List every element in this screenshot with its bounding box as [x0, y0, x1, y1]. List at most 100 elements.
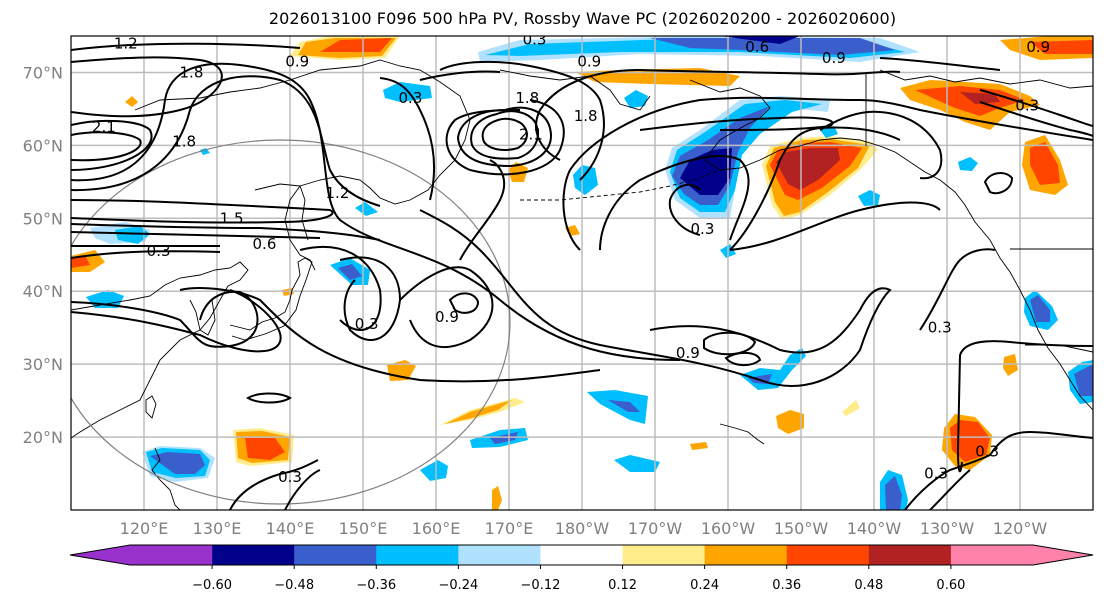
pv-contour — [419, 209, 892, 387]
coastline-arctic-canada — [879, 69, 1093, 89]
anomaly-positive-ne-corner-inner — [1030, 40, 1093, 54]
contour-label: 0.3 — [355, 315, 379, 333]
pv-contour — [456, 106, 552, 168]
pv-contours — [71, 42, 1093, 510]
pv-contour — [448, 292, 480, 314]
pv-contour — [668, 183, 701, 236]
colorbar-swatch — [294, 545, 377, 565]
contour-label: 0.3 — [975, 443, 999, 461]
longitude-label: 140°E — [266, 519, 315, 538]
colorbar-swatch — [212, 545, 295, 565]
colorbar-tick-label: 0.60 — [936, 578, 965, 593]
anomaly-positive-epac-small — [1003, 354, 1018, 376]
latitude-label: 60°N — [23, 136, 63, 155]
anomaly-positive-canada-deep — [960, 92, 1000, 104]
map-title: 2026013100 F096 500 hPa PV, Rossby Wave … — [268, 9, 897, 28]
colorbar-extend-max — [950, 545, 1093, 565]
pv-contour — [459, 159, 506, 261]
pv-contour — [879, 57, 1001, 71]
anomaly-small-5 — [624, 90, 648, 108]
coastline-chukotka — [499, 69, 651, 111]
contour-label: 0.3 — [278, 468, 302, 486]
coastline-alaska-panhandle — [879, 145, 1093, 411]
coastline-asia-north — [134, 59, 471, 121]
pv-contour — [71, 75, 381, 207]
anomaly-small-10 — [200, 148, 210, 155]
contour-label: 0.9 — [577, 53, 601, 71]
pv-contour — [599, 155, 750, 251]
colorbar-tick-label: −0.12 — [521, 578, 561, 593]
contour-label: 0.6 — [253, 235, 277, 253]
longitude-label: 150°E — [339, 519, 388, 538]
colorbar-outline — [69, 544, 1094, 566]
anomaly-negative-band-north-deep — [650, 38, 895, 55]
pv-contour — [229, 459, 319, 510]
colorbar-tick-label: 0.24 — [690, 578, 719, 593]
colorbar-swatch — [540, 545, 624, 565]
colorbar-swatch — [458, 545, 541, 565]
anomaly-shading — [71, 36, 1093, 510]
anomaly-negative-cpac2 — [420, 460, 448, 481]
contour-label: 0.9 — [822, 49, 846, 67]
pv-contour — [71, 289, 282, 353]
anomaly-small-2 — [573, 165, 598, 195]
coastline-japan — [229, 257, 313, 341]
coastline-philippines — [151, 447, 181, 510]
colorbar-swatch — [622, 545, 706, 565]
great-circle-ring — [71, 139, 511, 505]
longitude-label: 160°E — [412, 519, 461, 538]
pv-contour — [419, 70, 501, 81]
longitude-label: 130°W — [920, 519, 975, 538]
contour-label: 0.3 — [691, 220, 715, 238]
map-frame — [70, 35, 1094, 511]
colorbar-tick-label: −0.24 — [438, 578, 478, 593]
anomaly-positive-hawaii-w — [690, 442, 708, 450]
contour-label: 0.3 — [147, 242, 171, 260]
contour-label: 1.8 — [172, 133, 196, 151]
colorbar: −0.60 −0.48 −0.36 −0.24 −0.12 0.12 0.24 0.36 0.4… — [69, 544, 1094, 593]
coastline-taiwan — [145, 395, 157, 419]
contour-label: 1.5 — [220, 209, 244, 227]
pv-contour — [979, 89, 1093, 127]
contour-label: 1.8 — [515, 89, 539, 107]
longitude-label: 140°W — [847, 519, 902, 538]
colorbar-swatch — [376, 545, 459, 565]
anomaly-small-11 — [125, 96, 138, 107]
pv-contour — [71, 199, 334, 224]
contour-label: 0.9 — [676, 344, 700, 362]
contour-label: 1.8 — [180, 63, 204, 81]
pv-contour — [179, 287, 601, 383]
pv-contour — [339, 256, 402, 341]
anomaly-positive-cpac2 — [492, 486, 502, 510]
anomaly-negative-south-edge-deep — [885, 476, 902, 510]
anomaly-small-6 — [958, 157, 978, 171]
pv-contour — [562, 96, 1093, 251]
anomaly-negative-band-north-deepest — [720, 36, 800, 44]
colorbar-swatch — [786, 545, 870, 565]
pv-contour — [979, 101, 1093, 137]
coastline-china — [71, 261, 249, 439]
pv-contour — [71, 223, 381, 241]
contour-label: 1.2 — [114, 34, 138, 52]
pv-contour — [439, 60, 605, 181]
latitude-label: 50°N — [23, 209, 63, 228]
anomaly-negative-hawaii-nw-deep — [608, 400, 640, 412]
coastline-aleutians — [520, 169, 721, 201]
anomaly-positive-canada-tail-inner — [1030, 142, 1060, 185]
pv-contour — [535, 68, 901, 161]
latitude-label: 40°N — [23, 282, 63, 301]
pv-contour — [729, 126, 901, 251]
longitude-label: 120°W — [993, 519, 1048, 538]
contour-label: 0.3 — [924, 465, 948, 483]
pv-contour — [379, 77, 436, 201]
anomaly-negative-hawaii-nw — [587, 390, 648, 424]
pv-contour — [904, 430, 1093, 510]
contour-label: 1.8 — [574, 107, 598, 125]
colorbar-swatch — [868, 545, 952, 565]
colorbar-tick-label: −0.48 — [274, 578, 314, 593]
longitude-label: 130°E — [193, 519, 242, 538]
coastline-hawaii — [719, 423, 765, 445]
colorbar-tick-label: −0.36 — [356, 578, 396, 593]
anomaly-small-21 — [820, 126, 838, 138]
